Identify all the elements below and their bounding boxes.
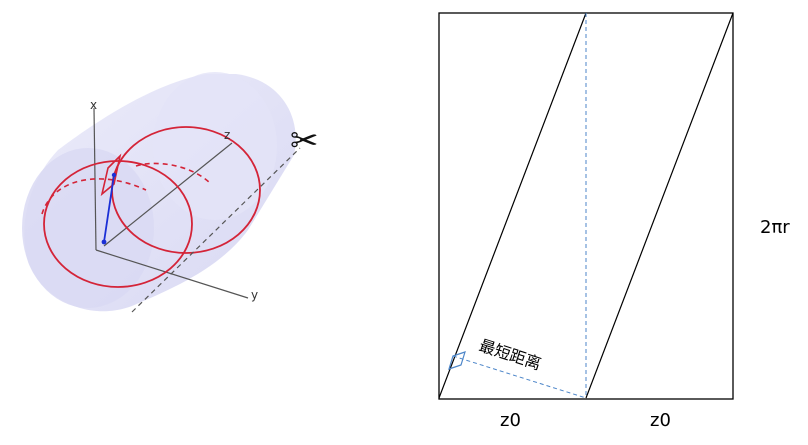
right-slant-line xyxy=(585,12,734,399)
ring-front-dashed xyxy=(41,178,147,215)
scissors-icon: ✂ xyxy=(290,121,319,161)
cylinder-top-face xyxy=(153,72,277,220)
cylinder-3d-figure: x y z ✂ xyxy=(22,72,319,313)
cylinder-body xyxy=(22,72,296,312)
blue-vector-end xyxy=(111,172,117,178)
x-axis-label: x xyxy=(90,98,97,112)
ring-rear-dashed xyxy=(135,162,211,184)
cylinder-bottom-face xyxy=(22,148,154,308)
left-slant-line xyxy=(438,12,587,399)
ring-front xyxy=(43,160,193,288)
y-axis-label: y xyxy=(251,288,258,302)
red-parallelogram xyxy=(100,153,122,197)
z-axis-label: z xyxy=(224,128,230,142)
cylinder-rings xyxy=(41,126,261,288)
z-axis-line xyxy=(103,142,233,247)
bottom-left-label: z0 xyxy=(500,410,521,431)
blue-vector xyxy=(101,172,117,245)
cut-line xyxy=(131,147,301,313)
side-label: 2πr xyxy=(760,217,790,238)
blue-vector-start xyxy=(101,239,107,245)
unrolled-surface-diagram: 最短距离 z0 z0 2πr xyxy=(438,12,790,431)
shortest-distance-label: 最短距离 xyxy=(477,336,544,374)
bottom-right-label: z0 xyxy=(650,410,671,431)
shortest-distance-dashed-line xyxy=(452,355,587,399)
right-angle-marker xyxy=(448,351,466,370)
blue-vector-line xyxy=(103,174,115,243)
y-axis-line xyxy=(95,249,249,299)
